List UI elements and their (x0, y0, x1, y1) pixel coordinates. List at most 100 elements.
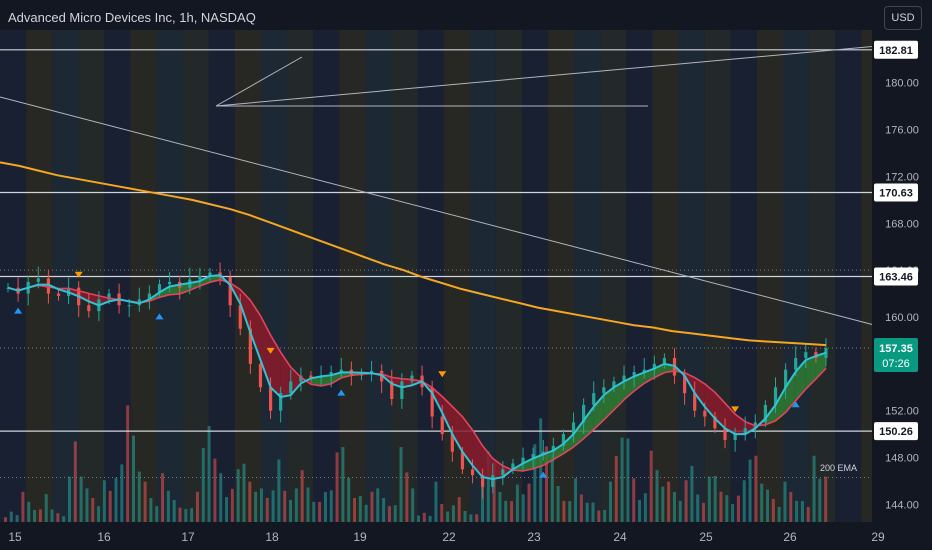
ribbon-segment (725, 403, 736, 435)
candle-body (46, 278, 50, 294)
volume-bar (562, 500, 566, 522)
candle-body (501, 469, 505, 476)
volume-bar (230, 488, 234, 522)
volume-bar (469, 514, 473, 522)
last-price-label: 157.35 (879, 343, 913, 355)
time-tick-label: 18 (265, 530, 279, 544)
candle-body (107, 293, 111, 300)
volume-bar (603, 509, 607, 522)
volume-bar (422, 512, 426, 522)
volume-bar (149, 498, 153, 522)
volume-bar (556, 486, 560, 522)
volume-bar (259, 488, 263, 522)
candle-body (622, 375, 626, 382)
volume-bar (254, 491, 258, 522)
volume-bar (696, 494, 700, 522)
volume-bar (574, 478, 578, 522)
volume-bar (277, 459, 281, 522)
candle-body (642, 369, 646, 373)
price-tick-label: 152.00 (885, 406, 919, 418)
price-line-label: 150.26 (879, 426, 913, 438)
candle-body (289, 381, 293, 394)
currency-button[interactable]: USD (884, 6, 922, 30)
volume-bar (306, 487, 310, 522)
volume-bar (387, 506, 391, 522)
volume-bar (97, 506, 101, 522)
indicator-lines (0, 161, 827, 481)
volume-bar (85, 488, 89, 522)
volume-bar (579, 494, 583, 522)
ribbon-segment (462, 416, 473, 466)
volume-bar (370, 491, 374, 522)
time-tick-label: 25 (699, 530, 713, 544)
volume-bar (131, 435, 135, 522)
volume-bar (521, 494, 525, 522)
volume-bar (108, 490, 112, 522)
ribbon-segment (250, 300, 261, 360)
volume-bar (364, 504, 368, 522)
volume-bar (498, 492, 502, 522)
price-axis[interactable]: 180.00176.00172.00168.00164.00160.00152.… (872, 0, 932, 550)
volume-bar (4, 517, 7, 522)
price-line-label: 170.63 (879, 187, 913, 199)
candle-body (198, 276, 202, 280)
ribbon-segment (785, 371, 796, 413)
volume-bar (312, 501, 316, 522)
volume-bar (672, 492, 676, 522)
candle-body (238, 305, 242, 329)
sell-signal-marker (74, 271, 83, 278)
candle-body (794, 358, 798, 370)
volume-bar (766, 489, 770, 522)
candle-body (743, 428, 747, 435)
ribbon-segment (704, 383, 715, 419)
volume-bar (102, 480, 106, 522)
candle-body (683, 375, 687, 394)
candle-body (87, 305, 91, 312)
candle-body (390, 381, 394, 399)
volume-bar (678, 500, 682, 522)
volume-bar (527, 483, 531, 522)
ribbon-segment (260, 315, 271, 388)
time-tick-label: 22 (442, 530, 456, 544)
candle-body (248, 328, 252, 364)
volume-bar (504, 500, 508, 522)
volume-bar (195, 491, 199, 522)
volume-bar (690, 465, 694, 522)
ribbon-segment (240, 289, 251, 333)
volume-bar (463, 510, 467, 522)
volume-bar (777, 506, 781, 522)
candle-body (369, 370, 374, 374)
candle-body (571, 422, 576, 435)
volume-bar (161, 473, 165, 522)
ribbon-segment (624, 376, 635, 400)
ribbon-segment (209, 275, 221, 283)
price-tick-label: 172.00 (885, 171, 919, 183)
volume-bar (736, 495, 740, 522)
volume-bar (440, 504, 444, 522)
candle-body (703, 410, 707, 417)
candle-body (228, 277, 232, 306)
time-tick-label: 23 (527, 530, 541, 544)
candle-body (430, 387, 434, 417)
ribbon-segment (694, 377, 705, 407)
candles (6, 262, 828, 499)
volume-bar (329, 490, 333, 522)
candle-body (592, 393, 596, 405)
volume-bar (172, 499, 176, 522)
volume-bars (4, 405, 828, 522)
volume-bar (510, 501, 514, 522)
volume-bar (614, 456, 618, 522)
ribbon-segment (482, 445, 493, 480)
candle-body (662, 358, 667, 364)
time-axis[interactable]: 15 16 17 18 19 22 23 24 25 26 29 (0, 522, 932, 550)
candle-body (167, 281, 172, 285)
ribbon-segment (523, 458, 534, 471)
candle-body (531, 454, 535, 458)
price-line-label-box (874, 40, 918, 59)
volume-bar (428, 515, 432, 522)
time-tick-label: 15 (8, 530, 22, 544)
volume-bar (271, 490, 275, 522)
volume-bar (353, 498, 357, 522)
volume-bar (166, 490, 170, 522)
